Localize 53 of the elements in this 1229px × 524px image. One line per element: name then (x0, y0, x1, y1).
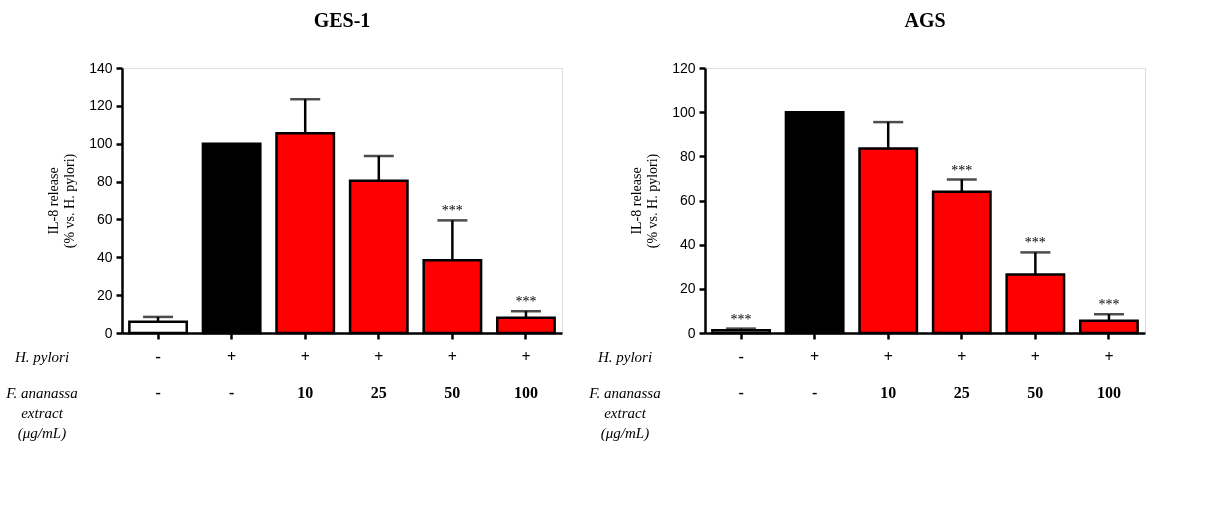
data-label: *** (951, 162, 973, 178)
y-tick-label: 0 (104, 324, 113, 341)
text: H. pylori (596, 349, 653, 365)
y-tick-label: 40 (679, 236, 696, 253)
y-tick-label: 80 (96, 173, 113, 190)
text: H. pylori (13, 349, 70, 365)
text: - (738, 348, 744, 365)
text: + (447, 348, 457, 365)
text: 100 (1096, 384, 1121, 401)
data-label: *** (730, 311, 752, 327)
text: 50 (1027, 384, 1044, 401)
text: - (155, 384, 161, 401)
y-tick-label: 20 (679, 280, 696, 297)
text: - (228, 384, 235, 401)
y-tick-label: 100 (89, 135, 113, 152)
y-tick-label: 140 (89, 59, 113, 76)
text: 100 (513, 384, 538, 401)
chart-title: GES-1 (313, 9, 371, 31)
data-label: *** (515, 294, 537, 310)
y-axis-title: IL-8 release (% vs. H. pylori) (46, 153, 79, 249)
data-label: *** (1098, 297, 1120, 313)
text: + (810, 348, 820, 365)
y-tick-label: 80 (679, 147, 696, 164)
y-tick-label: 20 (96, 286, 113, 303)
y-tick-label: 120 (89, 97, 113, 114)
text: + (957, 348, 967, 365)
text: - (738, 384, 744, 401)
y-tick-label: 0 (687, 324, 696, 341)
text: 50 (444, 384, 461, 401)
chart-title: AGS (904, 9, 946, 31)
text: 25 (370, 384, 387, 401)
text: + (521, 348, 531, 365)
text: + (1104, 348, 1114, 365)
text: 10 (880, 384, 897, 401)
text: + (1030, 348, 1040, 365)
text: 10 (297, 384, 314, 401)
y-tick-label: 60 (96, 210, 113, 227)
data-label: *** (1024, 235, 1046, 251)
text: F. ananassa extract (μg/mL) (5, 385, 78, 442)
text: + (227, 348, 237, 365)
text: F. ananassa extract (μg/mL) (588, 385, 661, 442)
y-axis-title: IL-8 release (% vs. H. pylori) (629, 153, 662, 249)
text: + (300, 348, 310, 365)
y-tick-label: 40 (96, 248, 113, 265)
y-tick-label: 120 (672, 59, 696, 76)
data-label: *** (441, 203, 463, 219)
text: + (883, 348, 893, 365)
text: 25 (953, 384, 970, 401)
y-tick-label: 100 (672, 103, 696, 120)
text: + (374, 348, 384, 365)
text: - (155, 348, 161, 365)
y-tick-label: 60 (679, 192, 696, 208)
text: - (811, 384, 818, 401)
